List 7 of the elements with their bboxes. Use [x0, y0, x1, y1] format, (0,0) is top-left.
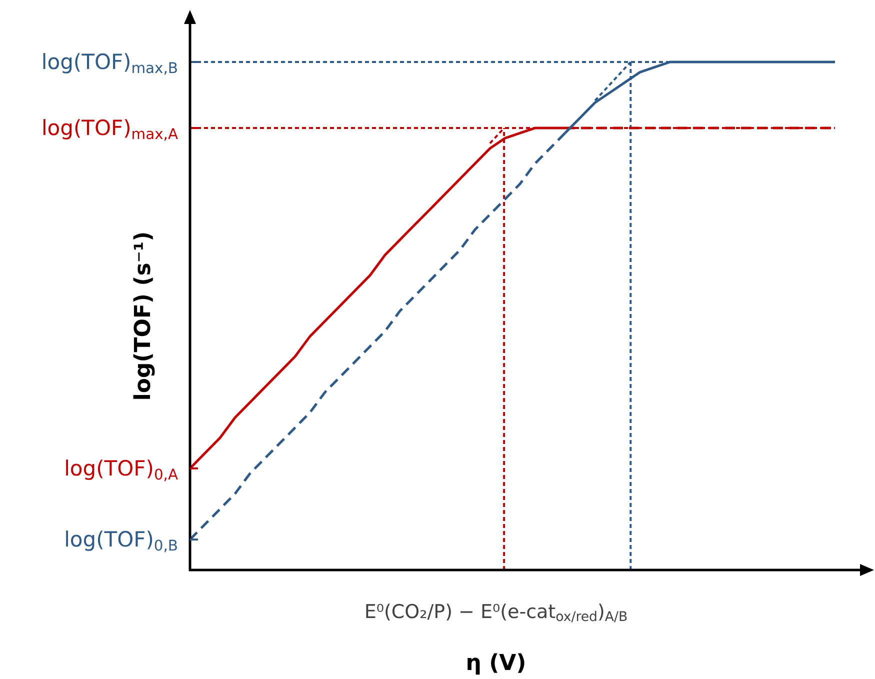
text: log(TOF)$_{0,B}$	[64, 528, 178, 554]
text: log(TOF)$_{0,A}$	[64, 456, 178, 484]
text: E⁰(CO₂/P) − E⁰(e-cat$_{ox/red}$)$_{A/B}$	[364, 601, 628, 626]
y-axis-title: log(TOF) (s⁻¹)	[131, 231, 156, 401]
ref-line-label: log(TOF)$_{max,A}$	[41, 116, 178, 143]
x-axis-title: η (V)	[466, 651, 526, 676]
ref-line-label: log(TOF)$_{max,B}$	[41, 50, 178, 77]
